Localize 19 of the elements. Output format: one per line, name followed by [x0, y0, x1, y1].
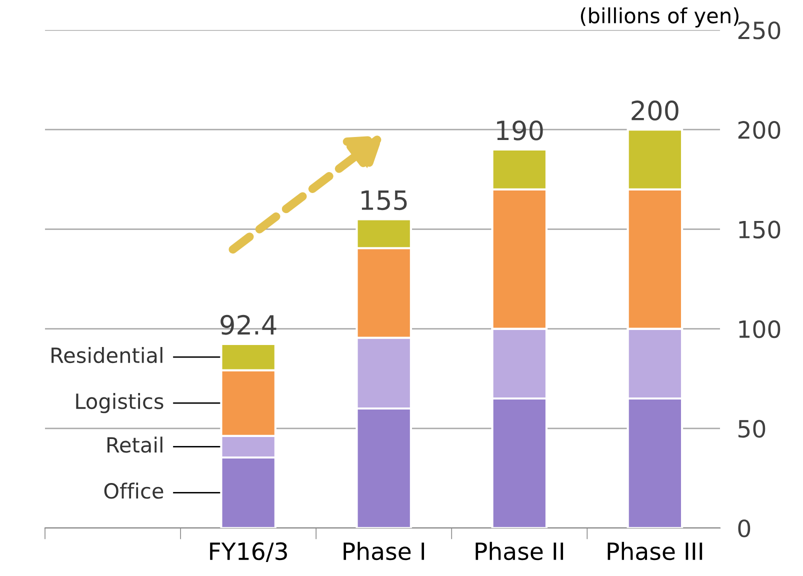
x-tick-label: FY16/3 [210, 542, 287, 562]
y-axis-title: (billions of yen) [580, 7, 738, 28]
text: Residential [52, 347, 162, 364]
text: Logistics [76, 393, 164, 414]
text: Office [104, 482, 164, 499]
y-tick-label: 200 [738, 121, 780, 139]
y-tick-label: 100 [739, 320, 780, 338]
y-tick-label: 150 [739, 220, 780, 239]
total-label: 190 [497, 120, 543, 140]
x-tick-label: Phase II [476, 542, 564, 560]
x-tick-label: Phase III [608, 542, 702, 560]
text: Retail [107, 436, 162, 453]
total-label: 92.4 [220, 314, 276, 335]
y-tick-label: 50 [738, 420, 766, 438]
y-tick-label: 250 [738, 21, 780, 40]
y-tick-label: 0 [738, 519, 750, 538]
total-label: 200 [632, 100, 678, 121]
total-label: 155 [362, 190, 407, 210]
x-tick-label: Phase I [344, 542, 424, 560]
